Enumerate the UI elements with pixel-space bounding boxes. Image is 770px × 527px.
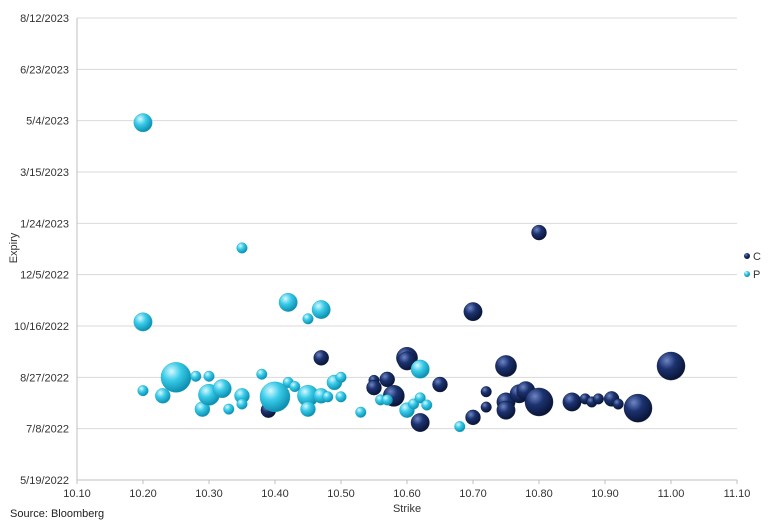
legend-label-c: C (753, 251, 761, 263)
bubbles (133, 113, 686, 433)
bubble-c (656, 351, 686, 381)
legend-label-p: P (753, 269, 760, 281)
bubble-c (432, 376, 448, 393)
bubble-p (212, 379, 232, 399)
x-tick-labels: 10.10 10.20 10.30 10.40 10.50 10.60 10.70 10.80… (63, 488, 750, 500)
bubble-c (623, 393, 653, 423)
bubble-p (133, 312, 153, 332)
bubble-p (454, 421, 466, 433)
bubble-p (236, 242, 248, 254)
y-tick-label: 6/23/2023 (20, 64, 69, 76)
bubble-p (322, 391, 334, 403)
bubble-p (203, 370, 215, 382)
bubble-p (414, 392, 426, 404)
bubble-p (335, 371, 347, 383)
bubble-c (480, 386, 492, 398)
y-tick-label: 3/15/2023 (20, 167, 69, 179)
bubble-c (480, 401, 492, 413)
bubble-p (160, 362, 192, 393)
x-tick-label: 11.00 (658, 488, 685, 500)
bubble-p (421, 399, 433, 411)
bubble-c (313, 350, 329, 366)
bubble-c (379, 371, 395, 388)
x-tick-label: 10.20 (129, 488, 157, 500)
y-tick-label: 7/8/2022 (26, 424, 69, 436)
x-tick-label: 10.70 (459, 488, 487, 500)
legend-marker-c (744, 253, 750, 259)
bubble-p (223, 403, 235, 415)
bubble-p (381, 394, 393, 406)
bubble-p (236, 398, 248, 410)
bubble-p (190, 370, 202, 382)
bubble-p (278, 293, 298, 312)
x-tick-label: 10.30 (195, 488, 223, 500)
bubble-c (524, 387, 554, 417)
bubble-p (335, 391, 347, 403)
legend: CP (744, 251, 761, 281)
bubble-p (410, 359, 430, 379)
y-tick-label: 8/12/2023 (20, 13, 69, 25)
bubble-c (463, 302, 483, 322)
bubble-c (612, 398, 624, 410)
bubble-c (592, 393, 604, 405)
x-tick-label: 11.10 (724, 488, 751, 500)
bubble-p (300, 401, 316, 417)
bubble-p (355, 406, 367, 418)
legend-marker-p (744, 271, 750, 277)
x-tick-label: 10.60 (393, 488, 421, 500)
bubble-p (311, 300, 331, 319)
bubble-c (495, 355, 517, 377)
x-axis-title: Strike (393, 503, 421, 515)
y-tick-label: 10/16/2022 (14, 321, 69, 333)
y-tick-label: 12/5/2022 (20, 270, 69, 282)
bubble-c (496, 400, 516, 420)
y-tick-labels: 5/19/2022 7/8/2022 8/27/2022 10/16/2022 12/5… (14, 13, 69, 487)
bubble-p (259, 381, 291, 413)
bubble-p (133, 113, 153, 133)
y-tick-label: 8/27/2022 (20, 372, 69, 384)
y-tick-label: 5/19/2022 (20, 475, 69, 487)
source-note: Source: Bloomberg (10, 508, 105, 520)
x-tick-label: 10.50 (327, 488, 355, 500)
bubble-p (137, 385, 149, 397)
bubble-p (302, 313, 314, 325)
bubble-c (465, 409, 481, 426)
x-tick-label: 10.80 (525, 488, 553, 500)
bubble-p (289, 381, 301, 393)
x-tick-label: 10.40 (261, 488, 289, 500)
axes (76, 18, 738, 484)
y-tick-label: 5/4/2023 (26, 116, 69, 128)
y-tick-label: 1/24/2023 (20, 218, 69, 230)
bubble-p (256, 368, 268, 380)
bubble-c (531, 224, 547, 241)
x-tick-label: 10.90 (591, 488, 619, 500)
bubble-p (155, 388, 171, 404)
bubble-c (366, 379, 382, 396)
bubble-c (562, 392, 582, 412)
x-tick-label: 10.10 (63, 488, 91, 500)
y-axis-title: Expiry (8, 232, 20, 263)
bubble-c (410, 413, 430, 432)
